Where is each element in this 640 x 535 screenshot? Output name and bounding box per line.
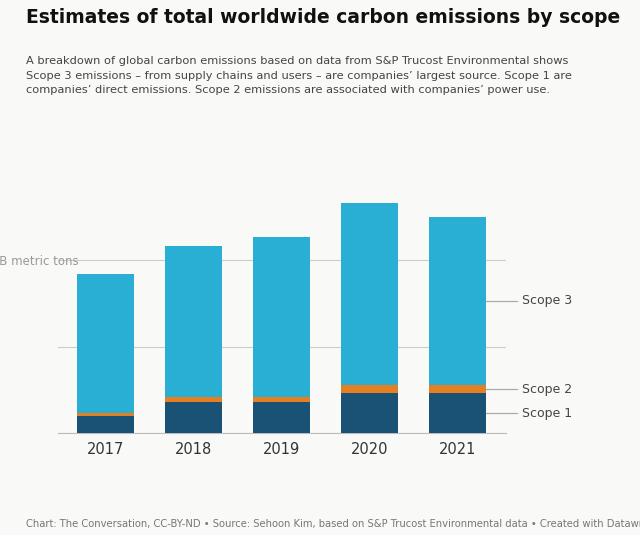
Bar	[429, 393, 486, 433]
Bar	[77, 274, 134, 412]
Bar	[341, 385, 398, 393]
Text: Scope 3: Scope 3	[522, 294, 572, 307]
Bar	[165, 246, 222, 397]
Text: Chart: The Conversation, CC-BY-ND • Source: Sehoon Kim, based on S&P Trucost Env: Chart: The Conversation, CC-BY-ND • Sour…	[26, 518, 640, 529]
Text: A breakdown of global carbon emissions based on data from S&P Trucost Environmen: A breakdown of global carbon emissions b…	[26, 56, 572, 95]
Text: Scope 2: Scope 2	[522, 383, 572, 395]
Bar	[253, 397, 310, 402]
Bar	[253, 238, 310, 397]
Bar	[165, 402, 222, 433]
Text: Estimates of total worldwide carbon emissions by scope: Estimates of total worldwide carbon emis…	[26, 8, 620, 27]
Bar	[429, 385, 486, 393]
Bar	[253, 402, 310, 433]
Bar	[341, 393, 398, 433]
Bar	[341, 203, 398, 385]
Bar	[429, 217, 486, 385]
Text: Scope 1: Scope 1	[522, 407, 572, 420]
Bar	[77, 412, 134, 416]
Bar	[77, 416, 134, 433]
Bar	[165, 397, 222, 402]
